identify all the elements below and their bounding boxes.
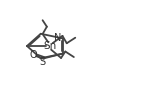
Text: N: N [54,32,61,43]
Text: S: S [39,57,45,67]
Text: O: O [29,50,37,60]
Text: Sn: Sn [43,41,56,51]
